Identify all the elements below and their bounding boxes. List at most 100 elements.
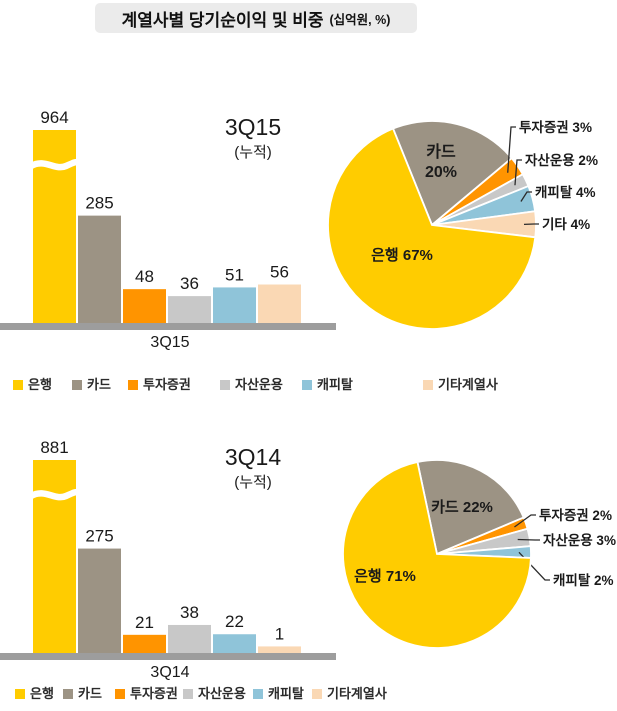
pie-outside-label: 투자증권 2% — [539, 508, 612, 523]
bar-기타계열사 — [258, 284, 301, 323]
bar-캐피탈 — [213, 287, 256, 323]
bar-value-label: 22 — [225, 612, 244, 631]
legend-swatch-카드 — [63, 689, 73, 699]
pie-slice-은행 — [342, 460, 532, 649]
pie-slice-카드 — [391, 120, 513, 227]
period-subtitle: (누적) — [234, 474, 272, 491]
bar-value-label: 1 — [275, 624, 284, 643]
legend-item-투자증권: 투자증권 — [115, 686, 178, 702]
legend-item-카드: 카드 — [72, 377, 111, 393]
x-axis-label: 3Q15 — [150, 334, 189, 351]
legend-label: 기타계열사 — [327, 686, 387, 701]
legend-label: 은행 — [30, 686, 54, 701]
bar-value-label: 964 — [40, 108, 68, 127]
pie-inside-label: 카드 — [426, 143, 456, 161]
x-axis-line — [0, 323, 336, 330]
legend-label: 자산운용 — [198, 686, 246, 701]
legend-item-투자증권: 투자증권 — [128, 377, 191, 393]
bar-자산운용 — [168, 624, 211, 653]
legend-item-카드: 카드 — [63, 686, 102, 702]
leader-line — [520, 191, 532, 202]
pie-outside-label: 캐피탈 4% — [535, 185, 596, 200]
legend-item-기타계열사: 기타계열사 — [423, 377, 498, 393]
pie-inside-label: 20% — [425, 164, 457, 181]
legend-swatch-카드 — [72, 380, 82, 390]
legend-swatch-자산운용 — [183, 689, 193, 699]
legend-label: 투자증권 — [130, 686, 178, 701]
bar-value-label: 36 — [180, 274, 199, 293]
pie-inside-label: 카드 22% — [431, 499, 493, 516]
bar-chart-3q14: 3Q14 (누적) 881 275 21 38 22 1 3Q14 — [0, 438, 336, 681]
figure-title-unit: (십억원, %) — [329, 12, 391, 27]
bar-value-label: 881 — [40, 438, 68, 457]
bar-value-label: 275 — [85, 527, 113, 546]
legend-swatch-캐피탈 — [302, 380, 312, 390]
leader-line — [507, 126, 516, 173]
figure-title: 계열사별 당기순이익 및 비중 (십억원, %) — [95, 3, 417, 33]
bar-value-label: 48 — [135, 267, 154, 286]
legend-3q15: 은행 카드 투자증권 자산운용 캐피탈 기타계열사 — [0, 377, 617, 395]
legend-3q14: 은행 카드 투자증권 자산운용 캐피탈 기타계열사 — [0, 686, 617, 704]
bar-기타계열사 — [258, 646, 301, 653]
legend-swatch-자산운용 — [220, 380, 230, 390]
legend-label: 기타계열사 — [438, 377, 498, 392]
bar-자산운용 — [168, 296, 211, 323]
bar-카드 — [78, 548, 121, 653]
legend-swatch-은행 — [13, 380, 23, 390]
pie-outside-label: 기타 4% — [542, 217, 590, 232]
x-axis-line — [0, 653, 336, 660]
bar-value-label: 56 — [270, 263, 289, 282]
bar-value-label: 285 — [85, 194, 113, 213]
legend-swatch-캐피탈 — [253, 689, 263, 699]
bar-value-label: 21 — [135, 613, 154, 632]
pie-outside-label: 투자증권 3% — [519, 120, 592, 135]
period-title: 3Q14 — [225, 444, 281, 470]
bar-value-label: 51 — [225, 265, 244, 284]
pie-outside-label: 자산운용 2% — [525, 152, 598, 168]
pie-chart-3q14: 카드 22% 투자증권 2% 자산운용 3% 캐피탈 2% 은행 71% — [342, 459, 616, 649]
pie-outside-label: 자산운용 3% — [543, 532, 616, 548]
pie-chart-3q15: 카드 20% 투자증권 3% 자산운용 2% 캐피탈 4% 기타 4% 은행 67% — [327, 120, 598, 330]
figure-title-text: 계열사별 당기순이익 및 비중 — [121, 10, 324, 30]
bar-투자증권 — [123, 634, 166, 653]
period-subtitle: (누적) — [234, 144, 272, 161]
legend-item-자산운용: 자산운용 — [220, 377, 283, 393]
legend-item-캐피탈: 캐피탈 — [302, 377, 353, 393]
leader-line — [514, 159, 522, 186]
pie-slice-카드 — [416, 459, 525, 556]
legend-item-자산운용: 자산운용 — [183, 686, 246, 702]
pie-slice-은행 — [327, 127, 537, 330]
legend-swatch-은행 — [15, 689, 25, 699]
legend-item-캐피탈: 캐피탈 — [253, 686, 304, 702]
axis-break-wave — [29, 488, 80, 501]
legend-item-은행: 은행 — [13, 377, 52, 393]
legend-swatch-투자증권 — [128, 380, 138, 390]
bar-캐피탈 — [213, 634, 256, 653]
legend-swatch-기타계열사 — [423, 380, 433, 390]
legend-label: 카드 — [78, 686, 102, 701]
legend-label: 투자증권 — [143, 377, 191, 392]
pie-inside-label: 은행 71% — [354, 568, 416, 585]
period-title: 3Q15 — [225, 114, 281, 140]
bar-value-label: 38 — [180, 603, 199, 622]
axis-break-wave — [29, 158, 80, 171]
pie-outside-label: 캐피탈 2% — [553, 573, 614, 588]
legend-label: 캐피탈 — [268, 686, 304, 701]
bar-카드 — [78, 215, 121, 323]
legend-label: 카드 — [87, 377, 111, 392]
pie-inside-label: 은행 67% — [371, 247, 433, 264]
legend-swatch-기타계열사 — [312, 689, 322, 699]
bar-chart-3q15: 3Q15 (누적) 964 285 48 36 51 56 3Q15 — [0, 108, 336, 351]
leader-line — [514, 514, 536, 528]
legend-item-기타계열사: 기타계열사 — [312, 686, 387, 702]
legend-label: 캐피탈 — [317, 377, 353, 392]
legend-item-은행: 은행 — [15, 686, 54, 702]
bar-은행 — [33, 130, 76, 323]
legend-label: 은행 — [28, 377, 52, 392]
bar-은행 — [33, 460, 76, 653]
legend-swatch-투자증권 — [115, 689, 125, 699]
bar-투자증권 — [123, 289, 166, 323]
x-axis-label: 3Q14 — [150, 664, 189, 681]
legend-label: 자산운용 — [235, 377, 283, 392]
